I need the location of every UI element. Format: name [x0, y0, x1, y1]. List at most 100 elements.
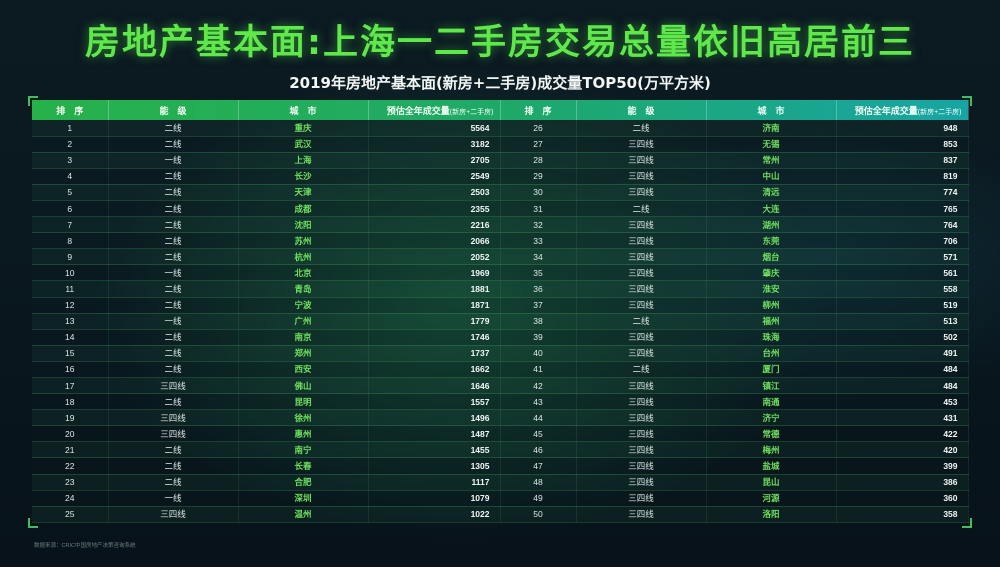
table-row: 17 三四线 佛山 1646 42 三四线 镇江 484	[32, 377, 969, 395]
tier-cell: 二线	[108, 457, 239, 475]
rank-cell: 23	[32, 474, 109, 491]
city-cell: 福州	[706, 313, 837, 330]
volume-cell: 2216	[368, 216, 501, 234]
tier-cell: 三四线	[576, 216, 707, 234]
table-row: 9 二线 杭州 2052 34 三四线 烟台 571	[32, 248, 969, 266]
tier-cell: 三四线	[576, 490, 707, 507]
volume-cell: 399	[836, 457, 969, 475]
volume-cell: 837	[836, 152, 969, 169]
city-cell: 淮安	[706, 280, 837, 298]
city-cell: 南京	[238, 329, 369, 346]
tier-cell: 二线	[108, 474, 239, 491]
rank-cell: 34	[500, 248, 577, 266]
tier-cell: 三四线	[108, 506, 239, 523]
volume-cell: 1079	[368, 490, 501, 507]
city-cell: 常州	[706, 152, 837, 169]
table-row: 12 二线 宁波 1871 37 三四线 柳州 519	[32, 297, 969, 314]
rank-cell: 35	[500, 264, 577, 282]
rank-cell: 25	[32, 506, 109, 523]
tier-cell: 二线	[576, 313, 707, 330]
volume-cell: 706	[836, 232, 969, 250]
city-cell: 柳州	[706, 297, 837, 314]
volume-cell: 1871	[368, 297, 501, 314]
rank-cell: 1	[32, 120, 109, 137]
rank-cell: 13	[32, 313, 109, 330]
rank-cell: 21	[32, 441, 109, 459]
city-cell: 台州	[706, 345, 837, 362]
rank-cell: 2	[32, 136, 109, 153]
tier-cell: 二线	[108, 168, 239, 185]
tier-cell: 三四线	[108, 425, 239, 443]
header-volume-right: 预估全年成交量(新房+二手房)	[836, 100, 969, 120]
table-header-row: 排 序 能 级 城 市 预估全年成交量(新房+二手房) 排 序 能 级 城 市 …	[32, 100, 969, 120]
table-row: 3 一线 上海 2705 28 三四线 常州 837	[32, 152, 969, 169]
volume-cell: 558	[836, 280, 969, 298]
tier-cell: 三四线	[576, 425, 707, 443]
city-cell: 徐州	[238, 409, 369, 427]
city-cell: 南通	[706, 393, 837, 411]
city-cell: 盐城	[706, 457, 837, 475]
tier-cell: 三四线	[108, 377, 239, 395]
table-row: 21 二线 南宁 1455 46 三四线 梅州 420	[32, 441, 969, 459]
rank-cell: 10	[32, 264, 109, 282]
tier-cell: 三四线	[576, 264, 707, 282]
city-cell: 成都	[238, 200, 369, 218]
city-cell: 青岛	[238, 280, 369, 298]
table-row: 20 三四线 惠州 1487 45 三四线 常德 422	[32, 425, 969, 443]
volume-cell: 1746	[368, 329, 501, 346]
city-cell: 温州	[238, 506, 369, 523]
city-cell: 济南	[706, 120, 837, 137]
city-cell: 西安	[238, 361, 369, 379]
frame-corner-bottom-left	[28, 518, 38, 528]
city-cell: 肇庆	[706, 264, 837, 282]
volume-cell: 453	[836, 393, 969, 411]
frame-corner-top-left	[28, 96, 38, 106]
volume-cell: 513	[836, 313, 969, 330]
table-row: 4 二线 长沙 2549 29 三四线 中山 819	[32, 168, 969, 185]
city-cell: 无锡	[706, 136, 837, 153]
table-row: 8 二线 苏州 2066 33 三四线 东莞 706	[32, 232, 969, 250]
volume-cell: 1305	[368, 457, 501, 475]
tier-cell: 二线	[108, 441, 239, 459]
volume-cell: 420	[836, 441, 969, 459]
ranking-table-frame: 排 序 能 级 城 市 预估全年成交量(新房+二手房) 排 序 能 级 城 市 …	[28, 96, 972, 528]
volume-cell: 819	[836, 168, 969, 185]
header-volume-note: (新房+二手房)	[449, 108, 494, 116]
volume-cell: 774	[836, 184, 969, 201]
tier-cell: 二线	[108, 345, 239, 362]
city-cell: 惠州	[238, 425, 369, 443]
header-tier-left: 能 级	[108, 100, 239, 120]
volume-cell: 1022	[368, 506, 501, 523]
volume-cell: 1881	[368, 280, 501, 298]
rank-cell: 44	[500, 409, 577, 427]
tier-cell: 二线	[576, 361, 707, 379]
city-cell: 大连	[706, 200, 837, 218]
city-cell: 昆山	[706, 474, 837, 491]
table-row: 5 二线 天津 2503 30 三四线 清远 774	[32, 184, 969, 201]
tier-cell: 二线	[108, 200, 239, 218]
header-city-right: 城 市	[706, 100, 837, 120]
volume-cell: 431	[836, 409, 969, 427]
tier-cell: 三四线	[576, 136, 707, 153]
frame-corner-top-right	[962, 96, 972, 106]
city-cell: 珠海	[706, 329, 837, 346]
rank-cell: 50	[500, 506, 577, 523]
table-row: 1 二线 重庆 5564 26 二线 济南 948	[32, 120, 969, 137]
volume-cell: 491	[836, 345, 969, 362]
tier-cell: 二线	[108, 297, 239, 314]
tier-cell: 三四线	[576, 232, 707, 250]
tier-cell: 三四线	[576, 441, 707, 459]
rank-cell: 29	[500, 168, 577, 185]
rank-cell: 30	[500, 184, 577, 201]
rank-cell: 40	[500, 345, 577, 362]
volume-cell: 571	[836, 248, 969, 266]
city-cell: 南宁	[238, 441, 369, 459]
rank-cell: 19	[32, 409, 109, 427]
rank-cell: 8	[32, 232, 109, 250]
rank-cell: 42	[500, 377, 577, 395]
volume-cell: 1646	[368, 377, 501, 395]
volume-cell: 2705	[368, 152, 501, 169]
table-body: 1 二线 重庆 5564 26 二线 济南 948 2 二线 武汉 3182 27 三四线 无锡 853 3 一线…	[32, 120, 969, 523]
volume-cell: 1969	[368, 264, 501, 282]
rank-cell: 32	[500, 216, 577, 234]
